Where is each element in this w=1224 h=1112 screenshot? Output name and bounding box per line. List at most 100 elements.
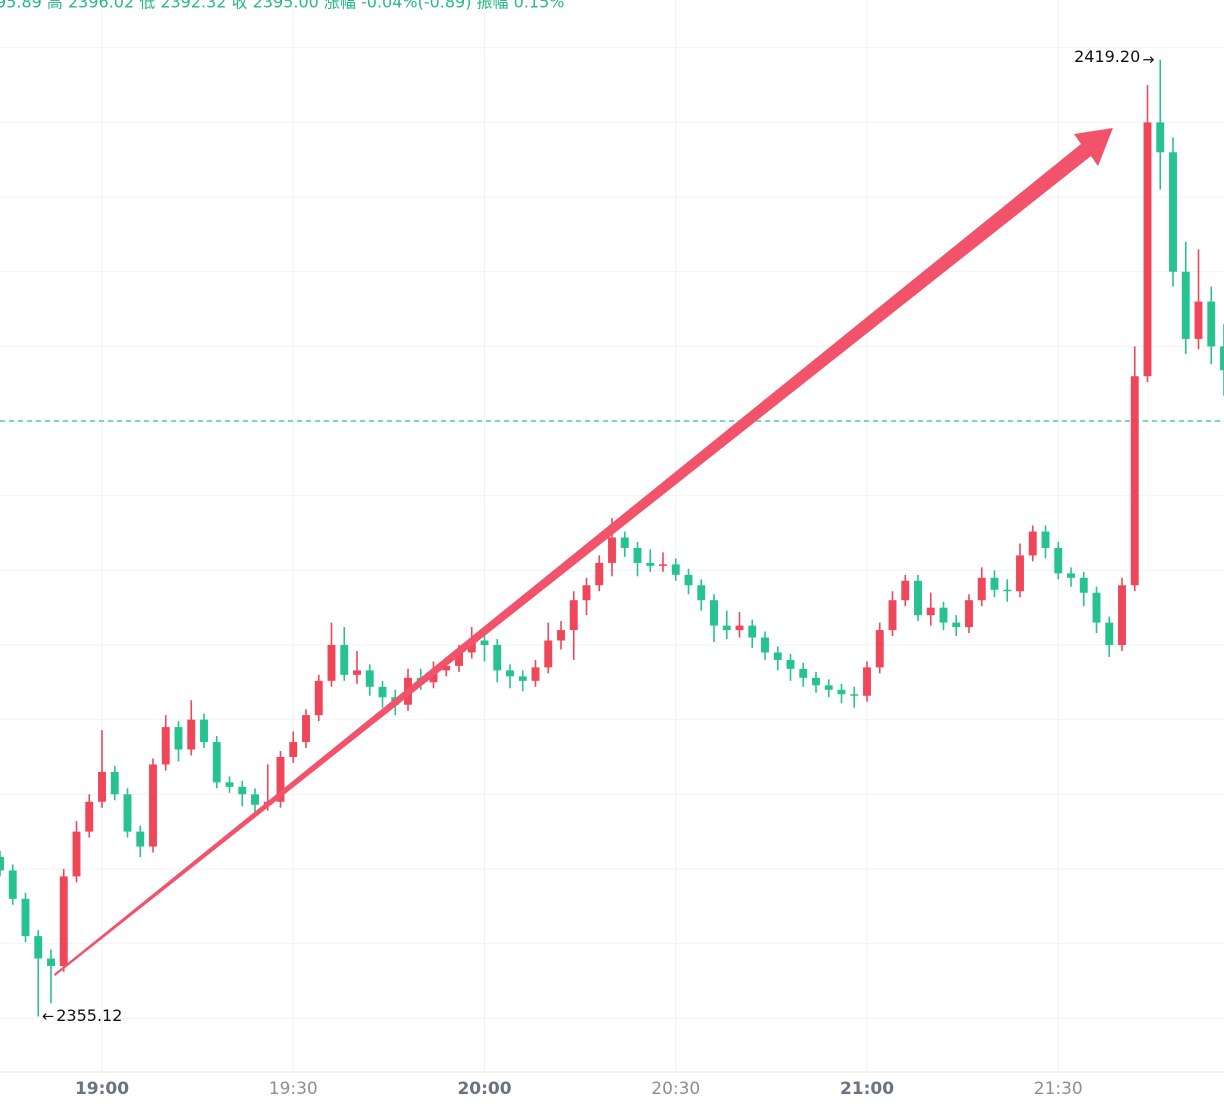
labels: 19:00 19:30 20:00 20:30 21:00 21:30 2419.20 235… <box>42 47 1155 1099</box>
candle-body <box>646 562 655 566</box>
candle-body <box>965 600 973 628</box>
candle-body <box>786 659 795 669</box>
x-tick-label: 21:00 <box>840 1079 894 1099</box>
candle-body <box>251 794 259 805</box>
candle-body <box>72 831 81 877</box>
candle-body <box>174 727 183 750</box>
candle-body <box>863 667 871 696</box>
candle-body <box>480 640 489 645</box>
candle-body <box>977 577 986 601</box>
candle-body <box>875 630 884 668</box>
candle-body <box>773 652 782 660</box>
candle-body <box>34 936 43 959</box>
candle-body <box>518 676 527 681</box>
candle-body <box>276 756 285 802</box>
candle-body <box>161 727 170 765</box>
candle-body <box>569 600 578 631</box>
candle-body <box>8 870 17 899</box>
candle-body <box>582 585 591 601</box>
candle-body <box>59 876 68 966</box>
candle-body <box>926 607 935 616</box>
candle-body <box>0 857 4 871</box>
candle-body <box>47 958 55 966</box>
x-tick-label: 20:00 <box>457 1079 511 1099</box>
candle-body <box>888 600 897 631</box>
candle-body <box>544 640 553 668</box>
candle-body <box>212 742 221 783</box>
candle-body <box>1041 531 1050 548</box>
candle-body <box>506 670 514 677</box>
candle-body <box>824 685 833 690</box>
candle-body <box>952 622 961 628</box>
candle-body <box>1028 531 1037 556</box>
candle-body <box>1207 301 1216 347</box>
candle-body <box>187 719 196 750</box>
candle-body <box>378 686 387 698</box>
candle-body <box>493 644 502 671</box>
candle-body <box>722 625 731 631</box>
candle-body <box>1130 376 1139 586</box>
x-tick-label: 21:30 <box>1034 1079 1083 1099</box>
candle-body <box>531 667 540 681</box>
candle-body <box>110 771 119 795</box>
candle-body <box>1118 585 1126 645</box>
candle-body <box>901 580 910 601</box>
candle-body <box>1079 577 1088 593</box>
candle-body <box>671 564 680 575</box>
candle-body <box>837 689 846 695</box>
candle-body <box>98 771 106 802</box>
candle-body <box>1054 547 1063 574</box>
candle-body <box>659 564 667 566</box>
candle-body <box>1003 589 1012 592</box>
candle-body <box>302 715 310 743</box>
candle-body <box>595 562 604 586</box>
candle-body <box>1105 622 1114 645</box>
candle-body <box>340 644 349 675</box>
candle-body <box>684 574 693 586</box>
candle-body <box>1067 573 1075 578</box>
candle-body <box>557 630 565 641</box>
min-label-arrow <box>42 1013 54 1020</box>
candle-body <box>327 644 336 681</box>
candle-body <box>748 625 757 638</box>
candle-body <box>1169 152 1177 272</box>
candle-body <box>1220 346 1224 371</box>
candle-body <box>314 680 323 716</box>
candle-body <box>633 547 642 563</box>
candle-body <box>200 719 208 743</box>
candle-body <box>136 831 145 847</box>
min-label: 2355.12 <box>56 1006 122 1025</box>
x-tick-label: 20:30 <box>651 1079 700 1099</box>
plot <box>0 59 1224 1017</box>
ohlc-header: 95.89 高 2396.02 低 2392.32 收 2395.00 涨幅 -… <box>0 0 564 12</box>
candle-body <box>289 742 298 757</box>
candle-body <box>1143 122 1152 377</box>
candle-body <box>761 637 769 653</box>
candle-body <box>1181 271 1190 339</box>
candle-body <box>1016 555 1024 592</box>
candle-body <box>149 764 157 847</box>
candle-body <box>990 577 999 590</box>
candle-body <box>442 665 451 671</box>
candle-body <box>914 580 922 616</box>
candle-body <box>620 537 629 548</box>
x-tick-label: 19:00 <box>75 1079 129 1099</box>
candle-body <box>850 694 859 696</box>
candle-body <box>238 786 247 795</box>
candle-body <box>21 898 30 937</box>
x-tick-label: 19:30 <box>269 1079 318 1099</box>
candle-body <box>85 801 94 832</box>
candle-body <box>455 652 463 666</box>
candle-body <box>735 625 744 631</box>
candle-body <box>1194 301 1203 339</box>
candle-body <box>939 607 948 623</box>
candle-body <box>812 677 820 686</box>
candle-body <box>710 600 718 626</box>
candle-body <box>1092 592 1101 623</box>
max-label-arrow <box>1143 56 1155 64</box>
candle-body <box>467 640 476 653</box>
candle-body <box>365 670 374 687</box>
candle-body <box>799 668 808 678</box>
trend-arrow <box>54 128 1113 976</box>
